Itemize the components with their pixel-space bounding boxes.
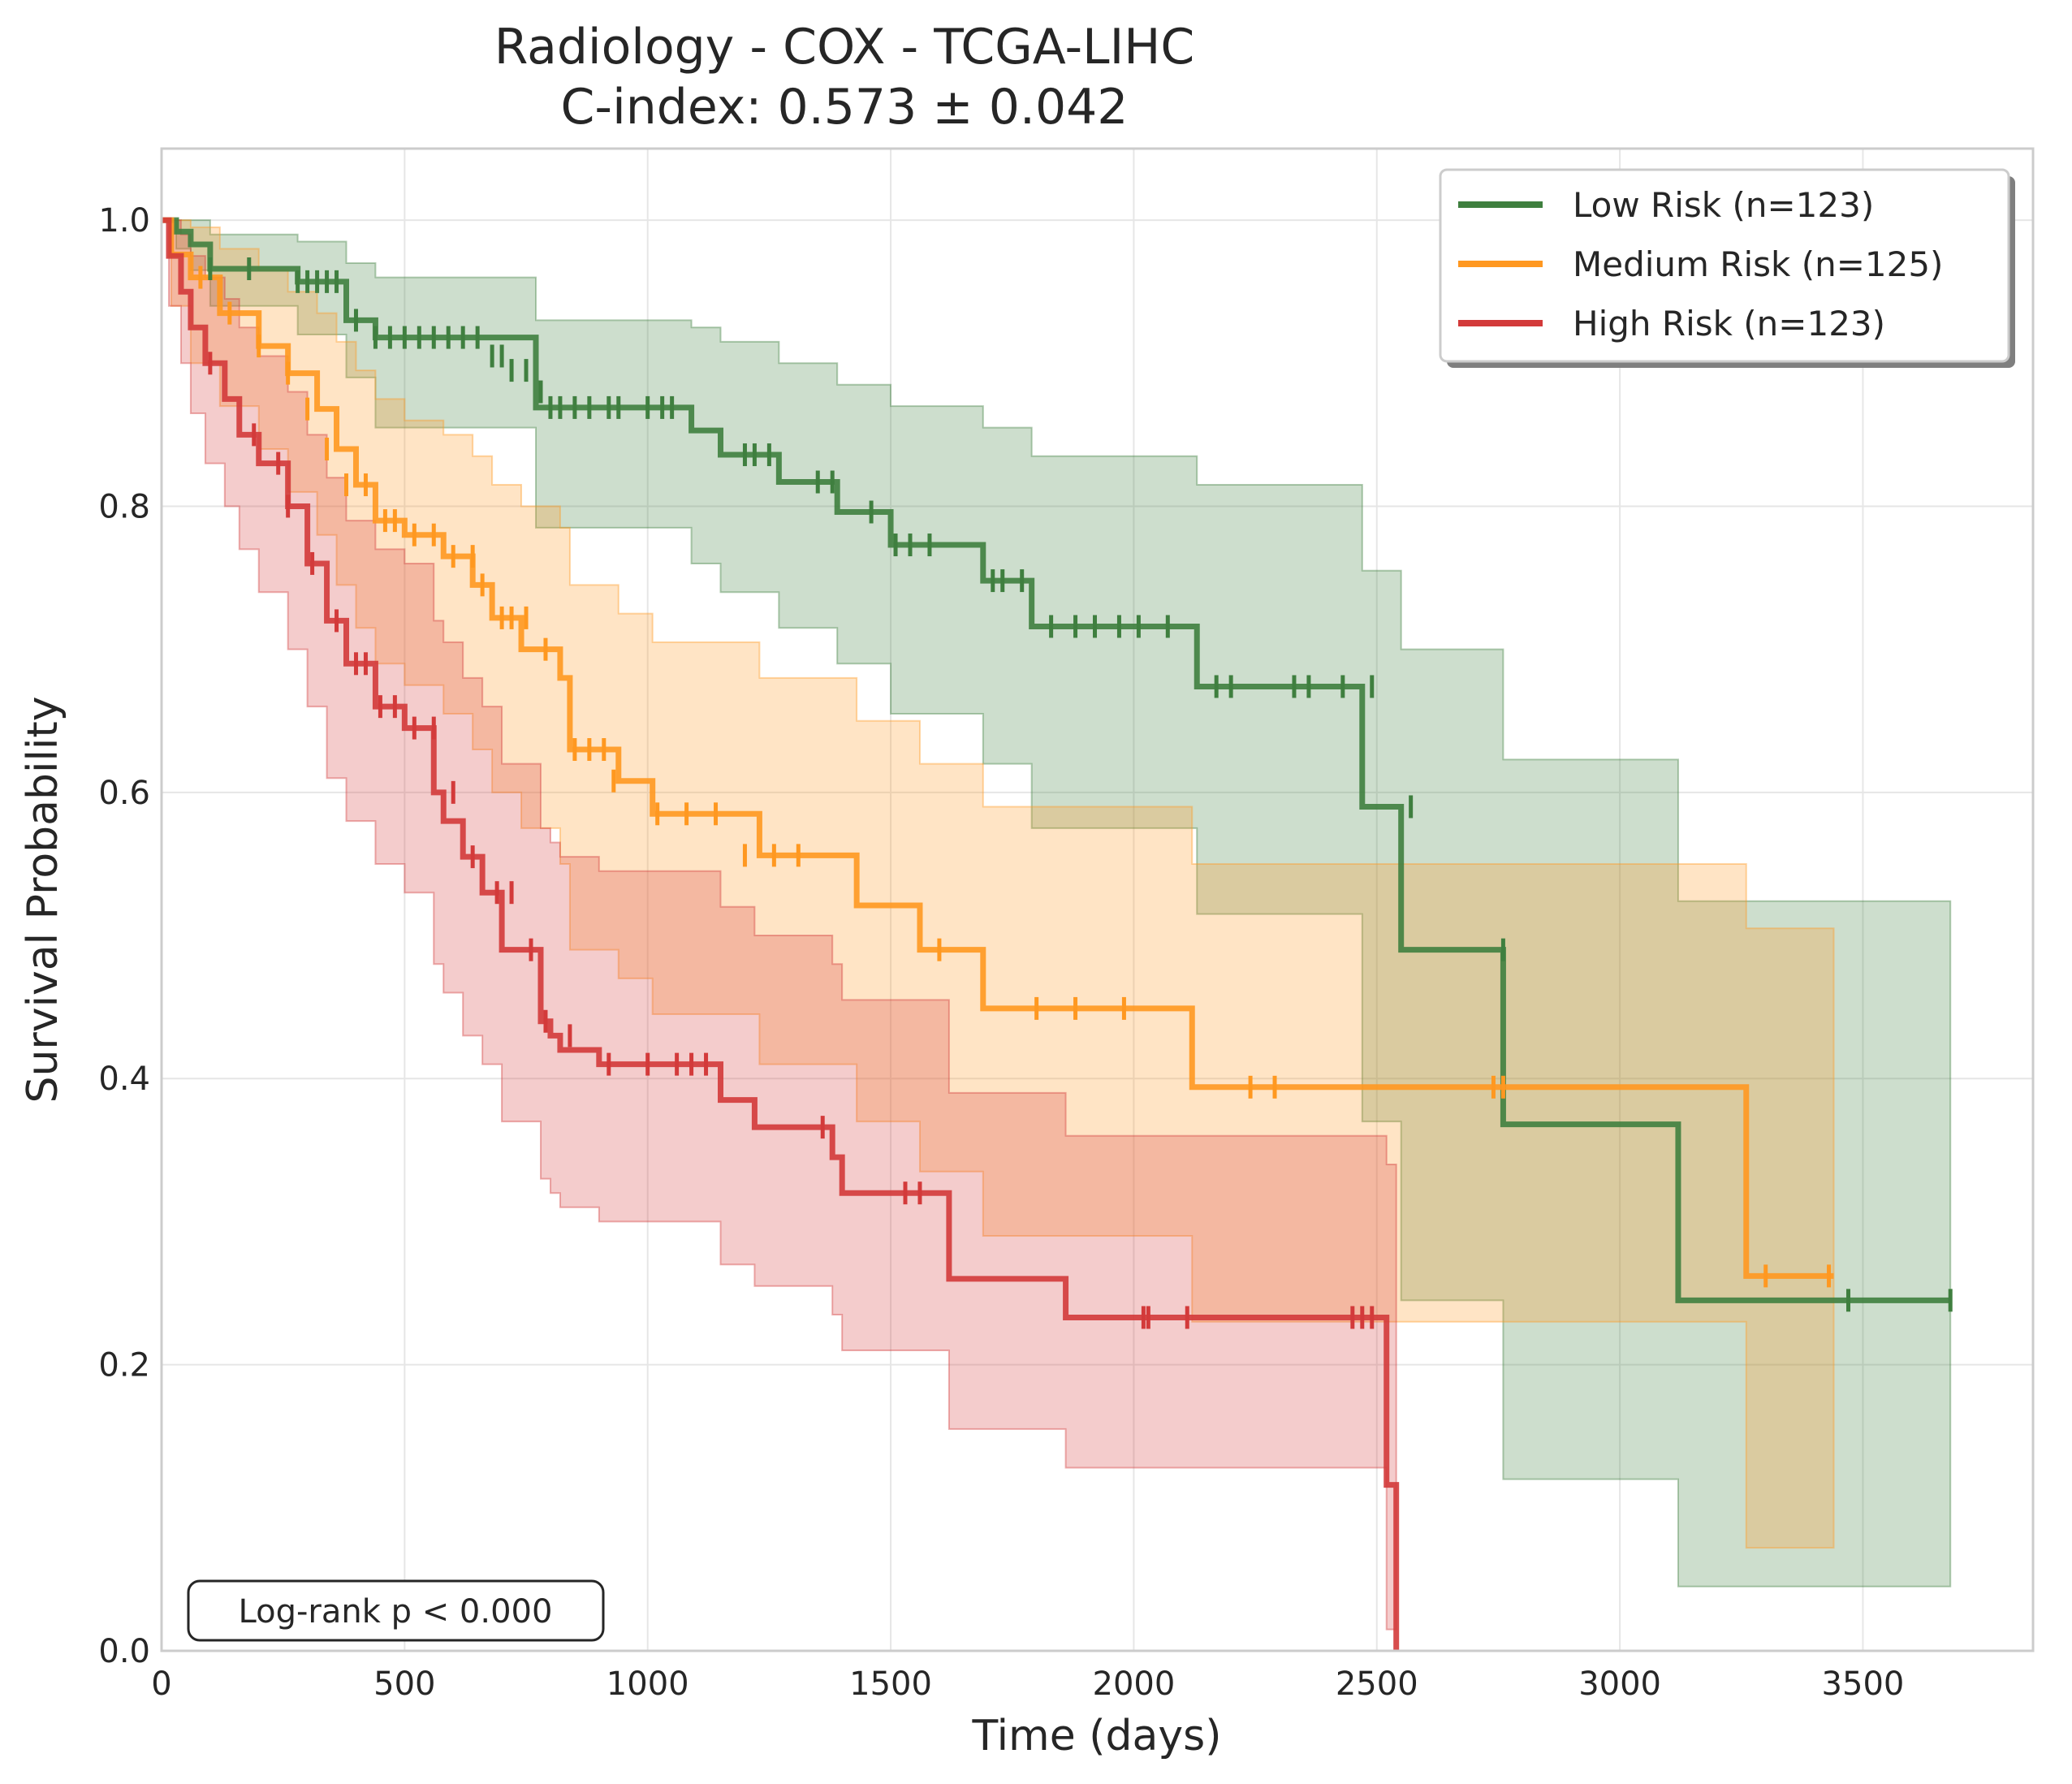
chart-subtitle: C-index: 0.573 ± 0.042 [561,79,1129,136]
censor-marks [198,257,1953,1329]
high-risk-legend-label: High Risk (n=123) [1573,304,1885,343]
y-tick-label: 1.0 [98,202,150,240]
y-axis-ticks: 0.0 0.2 0.4 0.6 0.8 1.0 [98,202,150,1670]
y-tick-label: 0.2 [98,1347,150,1384]
medium-risk-ci-band [162,219,1835,1549]
x-tick-label: 500 [373,1665,435,1703]
x-tick-label: 0 [151,1665,171,1703]
x-tick-label: 3000 [1578,1665,1661,1703]
low-risk-ci-band [162,219,1952,1587]
high-risk-curve [162,217,1400,1651]
chart-title: Radiology - COX - TCGA-LIHC [494,19,1195,76]
medium-risk-legend-label: Medium Risk (n=125) [1573,244,1943,284]
legend: Low Risk (n=123) Medium Risk (n=125) High … [1439,168,2015,368]
y-axis-label: Survival Probability [19,696,67,1103]
x-axis-label: Time (days) [971,1712,1221,1760]
low-risk-curve [162,217,1951,1303]
x-tick-label: 1000 [606,1665,689,1703]
x-tick-label: 2000 [1093,1665,1176,1703]
plot-frame [160,147,2035,1652]
logrank-annotation: Log-rank p < 0.000 [187,1579,605,1642]
y-tick-label: 0.0 [98,1633,150,1670]
x-axis-ticks: 0 500 1000 1500 2000 2500 3000 3500 [151,1665,1904,1703]
y-tick-label: 0.8 [98,488,150,525]
x-tick-label: 2500 [1336,1665,1418,1703]
confidence-bands [162,219,1952,1631]
y-tick-label: 0.4 [98,1060,150,1098]
annotation-box [187,1579,605,1642]
low-risk-legend-label: Low Risk (n=123) [1573,185,1874,225]
x-tick-label: 1500 [849,1665,932,1703]
legend-box [1439,168,2010,363]
annotation-text: Log-rank p < 0.000 [239,1593,553,1631]
x-tick-label: 3500 [1822,1665,1905,1703]
y-tick-label: 0.6 [98,775,150,812]
